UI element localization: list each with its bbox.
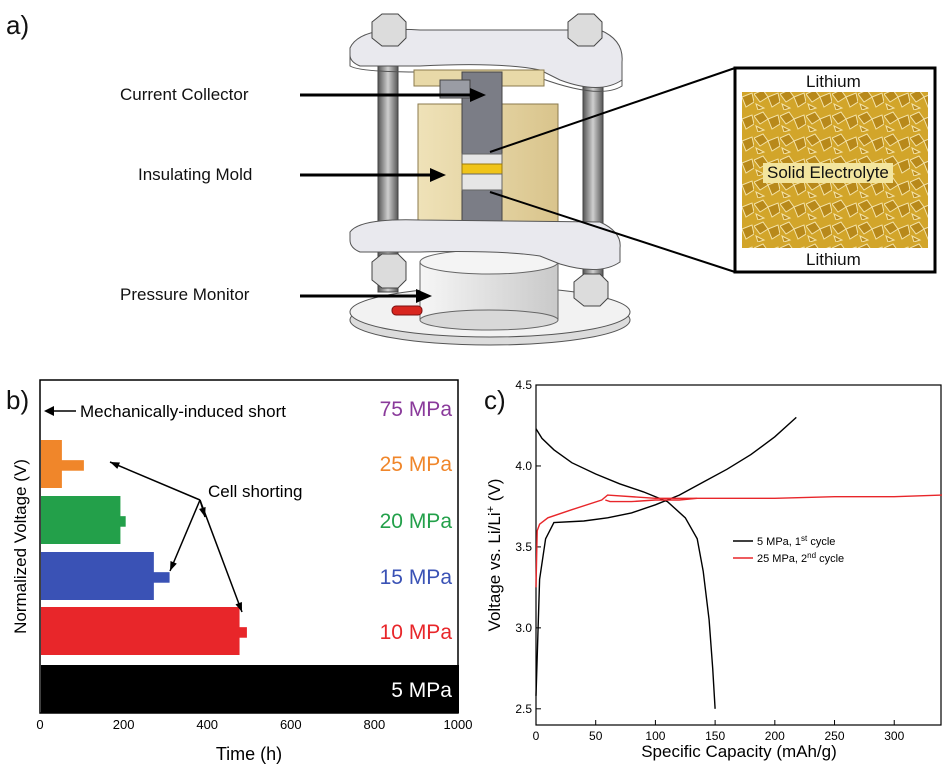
series-line-2: [535, 494, 943, 588]
x-tick-label-c-300: 300: [884, 729, 904, 743]
pressure-monitor-cylinder: [391, 249, 559, 331]
y-tick-label-c-1: 3.0: [515, 621, 532, 635]
cable-connector: [391, 305, 423, 316]
short-annotation: Mechanically-induced short: [80, 402, 286, 421]
x-tick-label-c-250: 250: [825, 729, 845, 743]
x-tick-label-c-100: 100: [645, 729, 665, 743]
panel-label-c: c): [484, 385, 506, 415]
inset-connector-lines: [489, 67, 736, 273]
x-tick-label-b-400: 400: [196, 717, 218, 732]
y-axis-title-c: Voltage vs. Li/Li+ (V): [485, 479, 504, 632]
shorting-arrowhead-2: [170, 561, 177, 571]
x-tick-label-b-0: 0: [36, 717, 43, 732]
y-tick-label-c-3: 4.0: [515, 459, 532, 473]
x-tick-label-c-150: 150: [705, 729, 725, 743]
x-axis-title-b: Time (h): [216, 744, 282, 764]
x-tick-label-c-50: 50: [589, 729, 603, 743]
series-line-0: [535, 416, 797, 696]
y-axis-title-b: Normalized Voltage (V): [11, 459, 30, 634]
bottom-plate: [349, 219, 621, 271]
cell-stack: [461, 153, 503, 191]
shorting-arrowhead-3: [235, 602, 242, 612]
legend-text-tail-1: cycle: [816, 553, 844, 565]
series-line-3: [605, 497, 698, 503]
y-axis-title-c-sup: +: [485, 506, 497, 512]
y-axis-title-c-end: (V): [485, 479, 504, 506]
pressure-label-5mpa: 5 MPa: [391, 679, 452, 702]
legend-text-sup-0: st: [801, 534, 808, 543]
legend-text-0: 5 MPa, 1st cycle: [757, 534, 835, 548]
legend-text-main-0: 5 MPa, 1: [757, 536, 801, 548]
shorting-arrowhead-0: [110, 462, 120, 469]
x-tick-label-b-200: 200: [113, 717, 135, 732]
voltage-spike-15mpa: [152, 572, 170, 583]
shorting-arrow-0: [109, 461, 201, 501]
shorting-arrow-3: [199, 499, 243, 613]
inset-solid-electrolyte-label: Solid Electrolyte: [763, 163, 893, 183]
plot-frame-c: [535, 384, 942, 726]
x-axis-title-c: Specific Capacity (mAh/g): [641, 742, 837, 761]
callout-arrows: [300, 88, 486, 303]
pressure-label-25mpa: 25 MPa: [380, 453, 453, 476]
series-line-1: [535, 428, 716, 709]
inset-lithium-top-label: Lithium: [806, 72, 861, 91]
pressure-label-20mpa: 20 MPa: [380, 510, 453, 533]
voltage-band-5mpa: [41, 665, 459, 713]
x-tick-label-b-800: 800: [364, 717, 386, 732]
y-axis-title-c-main: Voltage vs. Li/Li: [485, 512, 504, 631]
voltage-band-25mpa: [41, 440, 62, 488]
voltage-band-10mpa: [41, 607, 240, 655]
legend-text-main-1: 25 MPa, 2: [757, 553, 807, 565]
y-tick-label-c-2: 3.5: [515, 540, 532, 554]
inset-lithium-bottom-label: Lithium: [806, 250, 861, 269]
x-tick-label-b-1000: 1000: [444, 717, 473, 732]
voltage-spike-10mpa: [238, 627, 247, 638]
x-tick-label-c-200: 200: [765, 729, 785, 743]
voltage-band-20mpa: [41, 496, 121, 544]
short-arrow-head: [44, 406, 54, 416]
top-nuts: [371, 13, 603, 47]
y-tick-label-c-4: 4.5: [515, 378, 532, 392]
pressure-label-10mpa: 10 MPa: [380, 621, 453, 644]
current-collector-label: Current Collector: [120, 85, 249, 104]
insulating-mold-label: Insulating Mold: [138, 165, 253, 184]
x-tick-label-c-0: 0: [533, 729, 540, 743]
voltage-band-15mpa: [41, 552, 154, 600]
panel-label-b: b): [6, 385, 30, 415]
voltage-spike-20mpa: [119, 516, 126, 527]
cell-shorting-annotation: Cell shorting: [208, 482, 303, 501]
x-tick-label-b-600: 600: [280, 717, 302, 732]
pressure-label-15mpa: 15 MPa: [380, 566, 453, 589]
shorting-arrow-2: [169, 499, 201, 572]
pressure-label-75mpa: 75 MPa: [380, 398, 453, 421]
panel-label-a: a): [6, 10, 30, 40]
legend-text-sup-1: nd: [807, 551, 816, 560]
bottom-nuts: [371, 253, 609, 307]
legend-text-1: 25 MPa, 2nd cycle: [757, 551, 844, 565]
legend-text-tail-0: cycle: [807, 536, 835, 548]
y-tick-label-c-0: 2.5: [515, 702, 532, 716]
voltage-spike-25mpa: [60, 460, 84, 471]
pressure-monitor-label: Pressure Monitor: [120, 285, 250, 304]
